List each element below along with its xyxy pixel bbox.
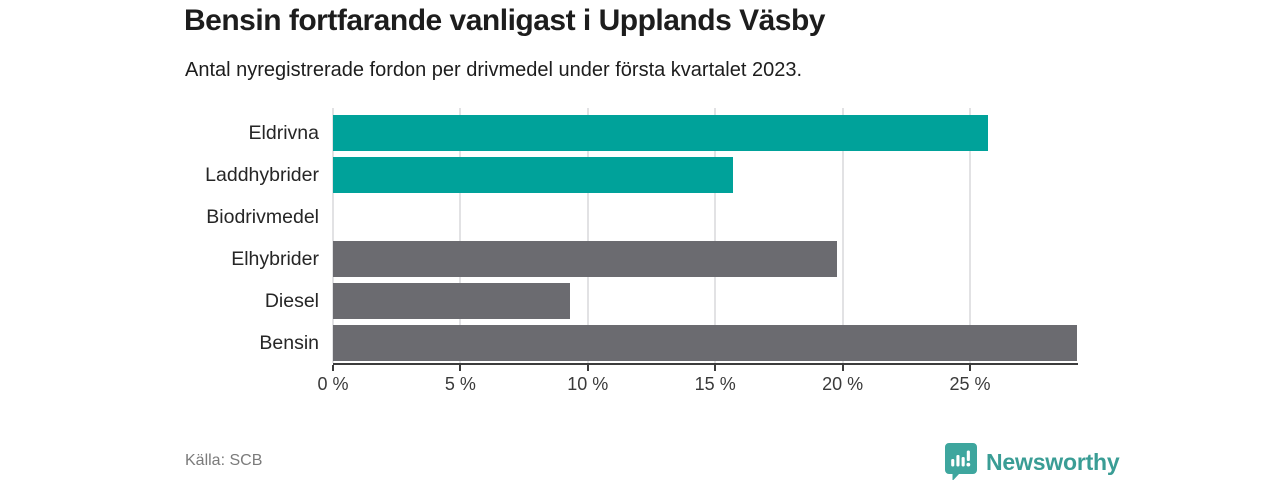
gridline-0 [332, 108, 334, 363]
tick-label-0: 0 % [317, 374, 349, 394]
category-label-laddhybrider: Laddhybrider [205, 164, 319, 186]
category-labels: Eldrivna Laddhybrider Biodrivmedel Elhybrid… [0, 108, 319, 363]
newsworthy-logo-icon [944, 443, 978, 480]
bar-eldrivna [333, 115, 988, 151]
category-label-diesel: Diesel [264, 290, 319, 312]
tick-mark-0 [332, 365, 334, 371]
tick-label-25: 25 % [949, 374, 991, 394]
bar-bensin [333, 325, 1077, 361]
newsworthy-logo: Newsworthy [944, 443, 1120, 480]
category-label-biodrivmedel: Biodrivmedel [206, 206, 319, 228]
gridline-25 [968, 108, 971, 363]
gridline-5 [459, 108, 462, 363]
tick-mark-15 [714, 365, 717, 371]
bar-elhybrider [333, 241, 838, 277]
category-label-bensin: Bensin [259, 332, 319, 354]
gridline-15 [714, 108, 717, 363]
source-label: Källa: SCB [185, 452, 263, 469]
category-label-eldrivna: Eldrivna [248, 122, 319, 144]
tick-label-20: 20 % [822, 374, 864, 394]
plot-area [332, 108, 1077, 363]
x-axis-line [333, 363, 1078, 365]
x-axis: 0 % 5 % 10 % 15 % 20 % 25 % [317, 363, 1077, 403]
chart-subtitle: Antal nyregistrerade fordon per drivmede… [185, 59, 803, 81]
gridline-10 [586, 108, 589, 363]
category-label-elhybrider: Elhybrider [231, 248, 319, 270]
tick-mark-25 [968, 365, 971, 371]
chart-title: Bensin fortfarande vanligast i Upplands … [184, 4, 826, 37]
tick-label-5: 5 % [444, 374, 476, 394]
bar-laddhybrider [333, 157, 734, 193]
tick-mark-20 [841, 365, 844, 371]
newsworthy-logo-text: Newsworthy [986, 448, 1120, 475]
tick-label-15: 15 % [694, 374, 736, 394]
tick-mark-5 [459, 365, 462, 371]
tick-mark-10 [586, 365, 589, 371]
bar-diesel [333, 283, 570, 319]
gridline-20 [841, 108, 844, 363]
tick-label-10: 10 % [567, 374, 609, 394]
